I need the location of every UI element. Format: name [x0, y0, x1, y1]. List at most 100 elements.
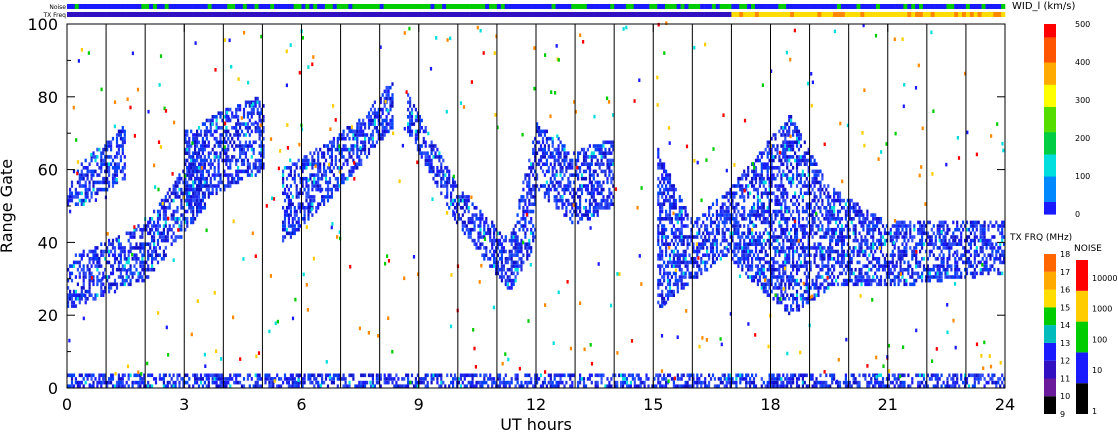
echo-cell [457, 195, 460, 199]
echo-cell [430, 151, 433, 155]
echo-cell [360, 158, 363, 163]
echo-cell [446, 166, 449, 170]
echo-cell [119, 133, 122, 137]
echo-cell [811, 198, 814, 203]
txfreq-status-cell [723, 12, 728, 17]
echo-cell [749, 213, 752, 217]
echo-cell [260, 166, 263, 170]
echo-cell [805, 209, 808, 214]
echo-cell [115, 282, 119, 287]
echo-cell [663, 198, 666, 203]
noise-status-cell [508, 4, 513, 9]
echo-cell [813, 217, 816, 221]
echo-cell [534, 235, 537, 239]
echo-cell [207, 195, 210, 199]
echo-cell [670, 249, 673, 254]
echo-cell [110, 144, 113, 148]
echo-cell [825, 187, 828, 192]
echo-cell [240, 158, 244, 163]
echo-cell [153, 231, 156, 236]
echo-cell [725, 220, 728, 225]
echo-cell [745, 253, 748, 257]
echo-cell [538, 162, 541, 166]
echo-cell [90, 195, 93, 199]
echo-cell [520, 257, 523, 261]
echo-cell [117, 242, 120, 246]
echo-cell [579, 166, 582, 170]
echo-cell [756, 209, 759, 214]
echo-cell [498, 238, 502, 243]
echo-cell [237, 115, 240, 119]
echo-cell [756, 187, 759, 192]
echo-cell [760, 176, 763, 181]
echo-cell [573, 151, 576, 155]
noise-status-cell [668, 4, 674, 9]
echo-cell [666, 187, 670, 192]
echo-cell [606, 198, 609, 203]
echo-cell [350, 144, 353, 148]
echo-cell [381, 93, 384, 97]
echo-cell [493, 253, 496, 257]
echo-cell [778, 264, 781, 268]
echo-cell [846, 260, 849, 265]
echo-cell [495, 267, 498, 272]
echo-cell [725, 217, 728, 221]
echo-cell [665, 187, 668, 192]
echo-cell [756, 198, 759, 203]
echo-cell [299, 202, 302, 206]
echo-cell [121, 249, 124, 254]
echo-cell [807, 249, 810, 254]
echo-cell [579, 209, 582, 214]
echo-cell [100, 282, 103, 287]
echo-cell [606, 180, 609, 185]
echo-cell [342, 176, 345, 181]
echo-cell [72, 169, 76, 174]
echo-cell [563, 191, 566, 196]
txfreq-status-cell [758, 12, 763, 17]
echo-cell [680, 209, 683, 214]
echo-cell [518, 264, 521, 268]
echo-cell [809, 155, 812, 159]
echo-cell [807, 184, 810, 188]
echo-cell [612, 176, 615, 181]
echo-cell [104, 286, 107, 290]
echo-cell [784, 126, 787, 130]
echo-cell [156, 220, 160, 225]
echo-cell [188, 195, 191, 199]
echo-cell [518, 202, 521, 206]
echo-cell [678, 195, 681, 199]
echo-cell [295, 195, 298, 199]
echo-cell [532, 238, 535, 243]
echo-cell [815, 231, 818, 236]
echo-cell [733, 217, 736, 221]
echo-cell [770, 267, 773, 272]
echo-cell [354, 136, 357, 141]
echo-cell [96, 282, 99, 287]
echo-cell [360, 140, 363, 145]
echo-cell [747, 227, 750, 232]
echo-cell [690, 217, 693, 221]
echo-cell [612, 162, 615, 166]
echo-cell [522, 217, 525, 221]
txfreq-status-cell [86, 12, 91, 17]
echo-cell [792, 264, 795, 268]
echo-cell [737, 246, 740, 250]
echo-cell [246, 147, 249, 152]
echo-cell [788, 238, 791, 243]
echo-cell [534, 227, 537, 232]
echo-cell [772, 158, 775, 163]
echo-cell [735, 191, 738, 196]
echo-cell [315, 173, 318, 177]
echo-cell [823, 278, 826, 283]
echo-cell [213, 166, 216, 170]
echo-cell [670, 195, 673, 199]
echo-cell [579, 217, 582, 221]
noise-status-cell [278, 4, 283, 9]
echo-cell [696, 264, 699, 268]
echo-cell [657, 282, 660, 287]
echo-cell [237, 107, 240, 112]
echo-cell [147, 224, 150, 228]
echo-cell [111, 238, 115, 243]
echo-cell [782, 238, 785, 243]
echo-cell [739, 224, 742, 228]
